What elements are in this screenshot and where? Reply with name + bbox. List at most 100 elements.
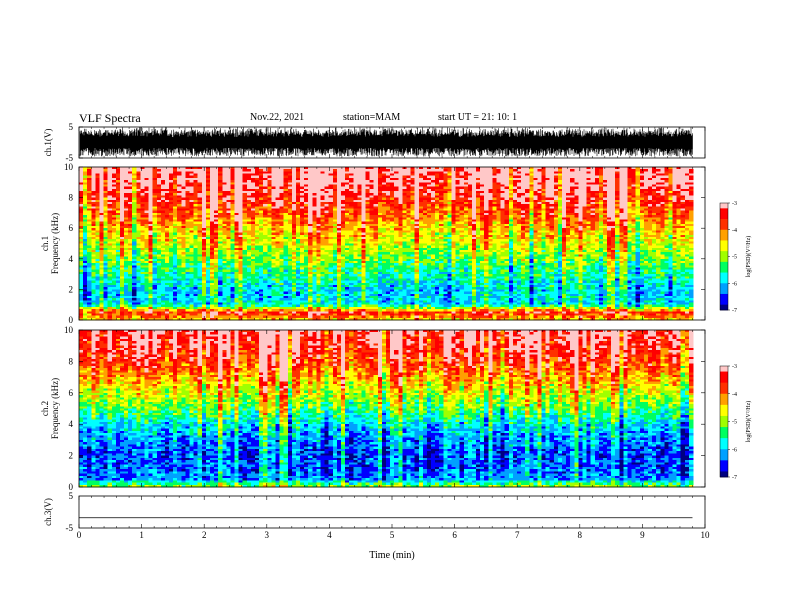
ch1-cell <box>107 241 113 244</box>
ch1-cell <box>226 263 231 266</box>
ch1-cell <box>205 184 211 187</box>
ch1-cell <box>111 306 117 310</box>
ch1-cell <box>353 208 358 212</box>
ch1-cell <box>218 188 223 192</box>
ch1-cell <box>255 239 260 242</box>
ch1-cell <box>300 219 305 222</box>
ch1-cell <box>148 206 153 209</box>
ch1-cell <box>234 236 239 240</box>
ch1-cell <box>308 221 313 225</box>
ch1-cell <box>332 278 338 281</box>
ch1-cell <box>148 212 153 216</box>
ch1-cell <box>115 271 121 275</box>
ch1-cell <box>226 199 231 203</box>
ch1-cell <box>185 215 190 218</box>
ch1-cell <box>164 215 170 218</box>
ch1-cell <box>132 175 137 179</box>
ch1-cell <box>115 215 121 218</box>
ch1-cell <box>259 193 264 196</box>
ch1-cell <box>267 247 272 251</box>
ch1-cell <box>271 212 276 216</box>
ch1-cell <box>173 171 178 174</box>
ch1-cell <box>250 243 256 246</box>
ch1-cell <box>242 267 248 271</box>
ch1-cell <box>119 195 125 198</box>
ch1-cell <box>271 254 276 257</box>
ch1-cell <box>279 256 284 260</box>
ch1-cell <box>156 230 162 233</box>
ch1-cell <box>295 206 301 209</box>
ch1-cell <box>246 234 252 238</box>
ch1-cell <box>324 234 329 238</box>
ch1-cell <box>115 245 121 249</box>
ch1-cell <box>124 282 129 286</box>
ch1-cell <box>83 171 88 174</box>
ch1-cell <box>263 217 268 220</box>
ch1-cell <box>173 241 178 244</box>
ch1-cell <box>340 180 346 183</box>
ch1-cell <box>308 252 313 255</box>
ch1-cell <box>83 252 88 255</box>
ch1-cell <box>209 287 215 290</box>
ch1-cell <box>283 182 289 185</box>
ch1-cell <box>185 175 190 179</box>
ch1-cell <box>230 241 235 244</box>
ch1-cell <box>353 193 358 196</box>
ch1-cell <box>291 221 297 225</box>
ch1-cell <box>255 217 260 220</box>
ch1-cell <box>197 300 203 303</box>
ch1-cell <box>107 302 113 305</box>
ch1-cell <box>238 287 244 290</box>
ch1-cell <box>189 219 194 222</box>
ch1-cell <box>263 252 268 255</box>
ch1-cell <box>222 254 227 257</box>
ch1-cell <box>111 180 117 183</box>
ch1-cell <box>308 197 313 201</box>
ch1-cell <box>103 212 108 216</box>
ch1-cell <box>250 274 256 277</box>
ch1-cell <box>148 247 153 251</box>
ch1-cell <box>361 226 366 229</box>
ch1-cell <box>103 180 108 183</box>
ch1-cell <box>242 245 248 249</box>
ch1-cell <box>316 295 321 299</box>
ch1-cell <box>132 188 137 192</box>
ch1-cell <box>328 230 334 233</box>
ch1-cell <box>136 313 141 316</box>
ch1-cell <box>349 177 354 181</box>
ch1-cell <box>169 300 174 303</box>
ch1-cell <box>177 265 182 268</box>
ch1-cell <box>353 247 358 251</box>
ch1-cell <box>209 256 215 260</box>
ch1-cell <box>267 267 272 271</box>
ch1-cell <box>279 260 284 264</box>
ch1-cell <box>107 195 113 198</box>
ch1-cell <box>361 274 366 277</box>
ch1-cell <box>103 252 108 255</box>
ch1-cell <box>140 282 145 286</box>
ch1-cell <box>185 291 190 295</box>
ch1-cell <box>197 223 203 227</box>
ch1-cell <box>263 206 268 209</box>
ch1-cell <box>238 201 244 205</box>
ch1-cell <box>103 295 108 299</box>
ch1-cell <box>119 215 125 218</box>
ch1-cell <box>119 232 125 236</box>
ch1-cell <box>87 206 92 209</box>
ch1-cell <box>255 258 260 262</box>
ch1-cell <box>205 221 211 225</box>
ch1-cell <box>124 258 129 262</box>
ch1-cell <box>218 193 223 196</box>
ch1-cell <box>152 191 158 194</box>
ch1-cell <box>242 295 248 299</box>
ch1-cell <box>271 271 276 275</box>
ch1-cell <box>115 186 121 190</box>
ch1-cell <box>312 236 317 240</box>
ch1-cell <box>160 309 166 312</box>
ch1-cell <box>246 265 252 268</box>
ch1-cell <box>148 180 153 183</box>
ch1-cell <box>177 206 182 209</box>
ch1-cell <box>345 304 350 308</box>
ch1-cell <box>193 258 198 262</box>
ch1-cell <box>103 304 108 308</box>
